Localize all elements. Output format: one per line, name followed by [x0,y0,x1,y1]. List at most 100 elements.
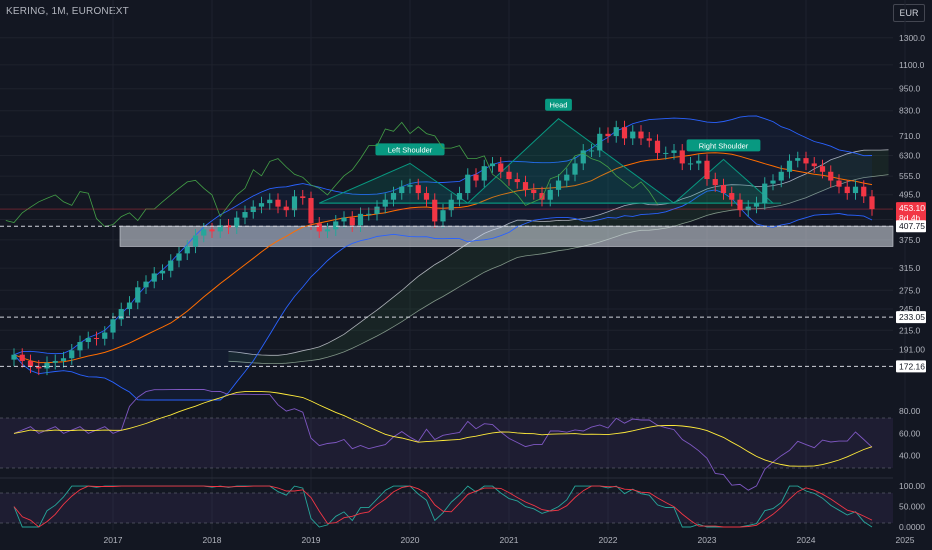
price-tick-label: 630.0 [899,151,921,161]
candle-down [415,185,421,194]
price-tick-label: 830.0 [899,106,921,116]
candle-down [720,185,727,194]
rsi-line [13,388,873,491]
candle-up [102,332,108,339]
candle-down [506,171,512,180]
candle-down [225,225,232,228]
stochastic-panel [13,485,873,528]
candle-up [85,338,91,343]
candle-up [69,350,75,359]
candle-up [201,229,207,236]
price-tick-label: 1300.0 [899,33,925,43]
candle-down [712,179,718,186]
candle-down [679,150,685,164]
last-price-tag [896,202,926,225]
candle-up [217,225,223,232]
level-tag-value: 233.05 [899,312,925,322]
candle-down [473,174,479,181]
candle-up [572,163,578,175]
candle-up [630,131,636,139]
candle-up [456,193,463,200]
bb-lower-band [13,189,873,401]
level-tag [896,360,926,373]
candle-up [60,358,67,361]
candle-down [729,193,735,200]
candle-up [77,342,83,351]
candle-up [184,246,190,254]
candle-up [234,217,240,228]
candle-down [819,166,826,172]
candle-up [151,273,157,282]
candle-up [168,260,174,271]
candle-down [283,206,289,211]
candle-countdown: 8d 4h [899,213,921,223]
rsi-tick-label: 40.00 [899,451,921,461]
rsi-tick-label: 60.00 [899,428,921,438]
candle-down [828,171,834,181]
candle-up [382,199,388,207]
candle-up [753,203,760,207]
bb-fill [14,115,872,401]
rsi-ma-line [13,390,873,467]
candle-up [159,270,166,274]
price-tick-label: 245.0 [899,304,921,314]
price-tick-label: 315.0 [899,263,921,273]
candle-down [27,360,34,367]
candle-up [671,150,677,153]
candle-up [580,150,586,164]
candle-up [11,354,17,360]
candle-up [390,193,397,200]
candle-down [646,138,652,141]
candle-down [423,193,430,200]
candle-up [745,206,751,211]
level-tag [896,220,926,233]
candle-down [811,163,817,167]
bollinger-bands [13,115,873,401]
price-tick-label: 215.0 [899,325,921,335]
year-label: 2025 [896,535,915,545]
price-tick-label: 1100.0 [899,60,925,70]
candle-down [432,199,438,222]
candle-down [638,131,644,139]
price-tick-label: 375.0 [899,235,921,245]
candle-up [613,127,619,137]
candle-up [786,160,793,172]
candle-down [275,199,281,207]
price-tick-label: 710.0 [899,131,921,141]
last-price-value: 453.10 [899,203,925,213]
candle-up [770,180,776,184]
candle-up [852,186,859,194]
candle-down [308,198,314,224]
bb-upper-band [13,115,873,356]
stoch-tick-label: 100.00 [899,481,925,491]
candle-down [522,182,529,190]
stoch-d-line [13,485,873,528]
candle-up [176,253,182,261]
year-label: 2019 [302,535,321,545]
candle-down [621,127,628,139]
candle-up [341,217,347,222]
price-levels [0,208,893,367]
candle-up [399,186,405,194]
candle-up [762,183,768,204]
currency-button[interactable]: EUR [893,4,925,22]
candle-up [291,196,298,211]
pattern-label: Right Shoulder [699,141,749,150]
year-label: 2018 [203,535,222,545]
candle-down [704,160,710,180]
candle-up [242,212,248,218]
candle-up [44,362,50,369]
candles [11,120,875,376]
level-tag-value: 407.75 [899,221,925,231]
candle-up [564,174,570,181]
candle-down [209,229,215,232]
candle-up [143,281,149,288]
candle-down [737,199,743,211]
cloud-span-b [228,174,889,365]
candle-down [654,140,661,153]
candle-up [110,319,116,333]
candle-down [514,179,520,183]
candle-up [374,206,380,214]
